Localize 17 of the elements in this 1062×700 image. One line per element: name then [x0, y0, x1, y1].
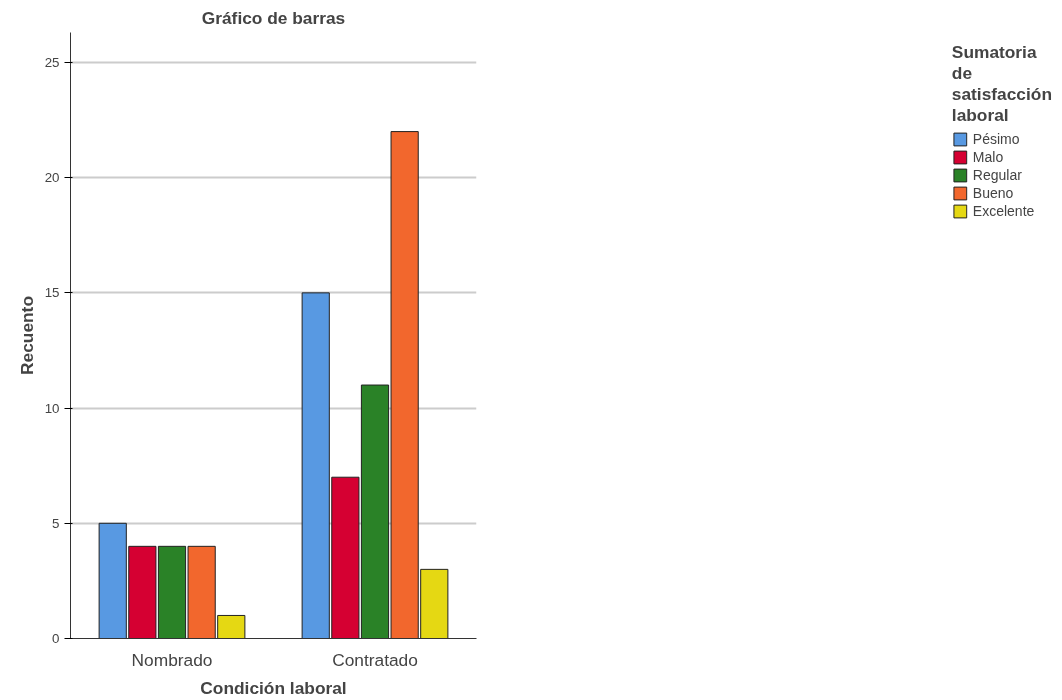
y-tick-label: 25: [44, 54, 60, 70]
x-tick-label: Nombrado: [131, 649, 213, 670]
x-tick-label: Contratado: [332, 649, 418, 670]
y-axis-title: Recuento: [16, 296, 37, 375]
y-tick-label: 20: [44, 170, 60, 186]
legend-title: Sumatoria de satisfacción laboral: [951, 42, 1052, 126]
chart-title: Gráfico de barras: [201, 7, 346, 28]
legend-label: Excelente: [972, 203, 1035, 219]
legend-label: Malo: [972, 149, 1004, 165]
y-tick-label: 0: [52, 631, 60, 646]
legend-label: Bueno: [972, 185, 1014, 201]
legend-label: Regular: [972, 167, 1022, 183]
y-tick-label: 15: [44, 285, 60, 301]
x-axis-title: Condición laboral: [200, 677, 347, 698]
y-tick-label: 5: [52, 515, 60, 531]
y-tick-label: 10: [44, 400, 60, 416]
legend-label: Pésimo: [972, 131, 1020, 147]
